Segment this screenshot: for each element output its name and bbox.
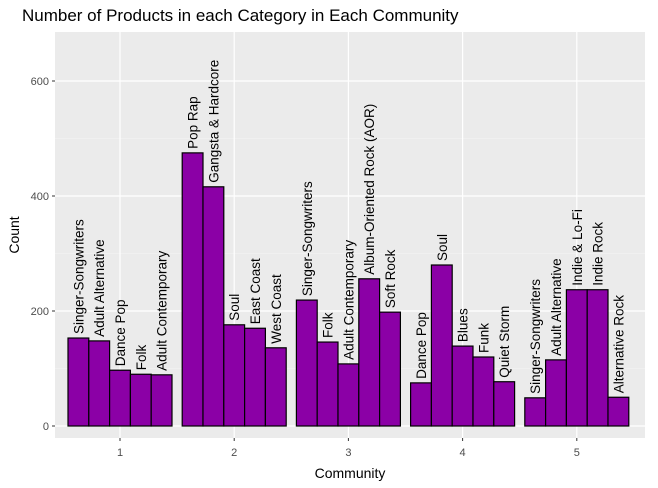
bar-label: Adult Alternative — [549, 258, 564, 356]
x-tick-label: 5 — [574, 447, 580, 459]
bar — [316, 341, 339, 427]
bar-label: Gangsta & Hardcore — [206, 60, 221, 183]
bar — [524, 397, 547, 427]
bar-label: Dance Pop — [113, 299, 128, 366]
bar — [337, 363, 360, 427]
bar-label: Quiet Storm — [497, 306, 512, 378]
bar — [410, 382, 433, 427]
bar-label: West Coast — [269, 274, 284, 344]
y-axis-title: Count — [6, 216, 22, 253]
bar-label: Adult Contemporary — [155, 251, 170, 371]
x-tick-label: 1 — [117, 447, 123, 459]
bar-label: Soul — [435, 234, 450, 261]
bar-label: Folk — [321, 312, 336, 338]
bar — [295, 299, 318, 427]
bar — [150, 374, 173, 427]
bar-label: Blues — [456, 308, 471, 342]
bar-label: Soft Rock — [383, 249, 398, 308]
x-tick-label: 4 — [460, 447, 466, 459]
x-tick-label: 2 — [231, 447, 237, 459]
bar-label: Singer-Songwriters — [300, 181, 315, 296]
bar — [565, 289, 588, 427]
bar-label: Dance Pop — [414, 312, 429, 379]
bar — [544, 359, 567, 427]
bar-label: Soul — [227, 294, 242, 321]
bar-label: Funk — [476, 323, 491, 353]
y-tick-label: 600 — [31, 76, 49, 88]
bar — [88, 340, 111, 427]
bar-label: East Coast — [248, 258, 263, 324]
bar — [472, 356, 495, 427]
bar-label: Singer-Songwriters — [528, 279, 543, 394]
bar — [430, 264, 453, 427]
y-tick-label: 0 — [43, 421, 49, 433]
x-tick-label: 3 — [345, 447, 351, 459]
bar-label: Alternative Rock — [611, 295, 626, 394]
bar-label: Adult Contemporary — [341, 240, 356, 360]
bar — [264, 347, 287, 427]
x-axis-title: Community — [315, 465, 386, 481]
bar-label: Indie & Lo-Fi — [570, 209, 585, 286]
bar — [202, 186, 225, 427]
bar — [379, 311, 402, 427]
chart-title: Number of Products in each Category in E… — [22, 6, 459, 25]
bar — [129, 373, 152, 427]
y-tick-label: 400 — [31, 191, 49, 203]
bar — [223, 324, 246, 427]
bar — [244, 327, 267, 427]
bar — [451, 345, 474, 427]
bar-label: Indie Rock — [591, 222, 606, 286]
bar — [67, 337, 90, 427]
bar-label: Album-Oriented Rock (AOR) — [362, 104, 377, 275]
bar-label: Folk — [134, 344, 149, 370]
bar-label: Pop Rap — [186, 96, 201, 149]
bar — [358, 278, 381, 427]
bar — [181, 152, 204, 427]
bar-label: Singer-Songwriters — [71, 219, 86, 334]
bar — [607, 396, 630, 427]
bar-label: Adult Alternative — [92, 239, 107, 337]
bar — [586, 289, 609, 427]
bar — [493, 381, 516, 427]
bar — [108, 369, 131, 427]
y-tick-label: 200 — [31, 306, 49, 318]
